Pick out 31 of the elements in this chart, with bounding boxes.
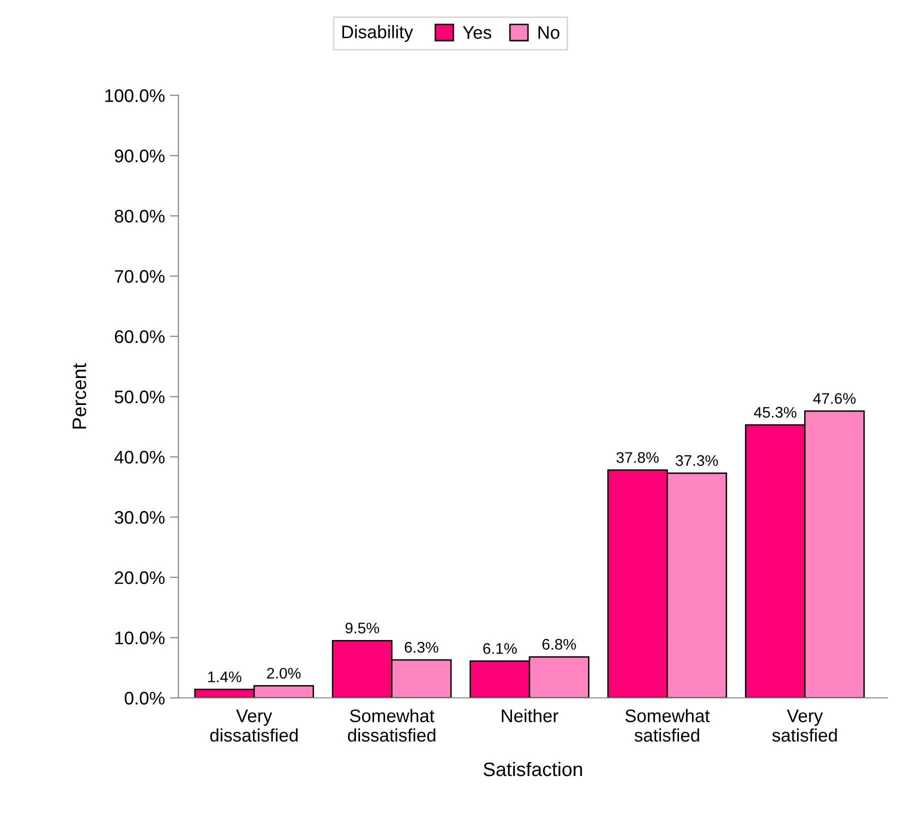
y-tick-label: 60.0%	[114, 330, 165, 344]
data-label: 9.5%	[346, 622, 380, 634]
data-label: 37.8%	[616, 452, 659, 463]
legend-label: Yes	[462, 26, 492, 39]
y-tick-label: 100.0%	[105, 89, 165, 102]
y-tick-label: 50.0%	[114, 390, 165, 404]
x-tick-label: Neither	[502, 708, 558, 722]
y-tick-label: 20.0%	[114, 571, 165, 584]
x-tick-label: Very dissatisfied	[210, 710, 298, 742]
data-label: 6.8%	[542, 638, 576, 650]
y-tick-label: 40.0%	[114, 450, 165, 464]
y-tick-label: 90.0%	[114, 150, 165, 162]
y-tick-label: 80.0%	[114, 210, 165, 223]
data-label: 6.1%	[483, 643, 517, 654]
x-tick-label: Somewhat dissatisfied	[348, 708, 436, 742]
legend-label: No	[538, 26, 560, 39]
data-label: 37.3%	[676, 455, 718, 466]
data-label: 6.3%	[404, 642, 438, 653]
y-tick-label: 30.0%	[114, 511, 165, 524]
x-axis-title: Satisfaction	[484, 762, 582, 776]
y-tick-label: 70.0%	[114, 270, 165, 283]
x-tick-label: Very satisfied	[772, 710, 837, 742]
data-label: 2.0%	[267, 668, 301, 679]
data-label: 45.3%	[754, 406, 796, 418]
data-label: 1.4%	[208, 672, 242, 682]
y-tick-label: 0.0%	[124, 692, 165, 705]
y-axis-title: Percent	[72, 363, 86, 429]
y-tick-label: 10.0%	[115, 632, 165, 644]
legend-title: Disability	[342, 25, 414, 42]
data-label: 47.6%	[813, 393, 856, 404]
x-tick-label: Somewhat satisfied	[625, 708, 710, 742]
